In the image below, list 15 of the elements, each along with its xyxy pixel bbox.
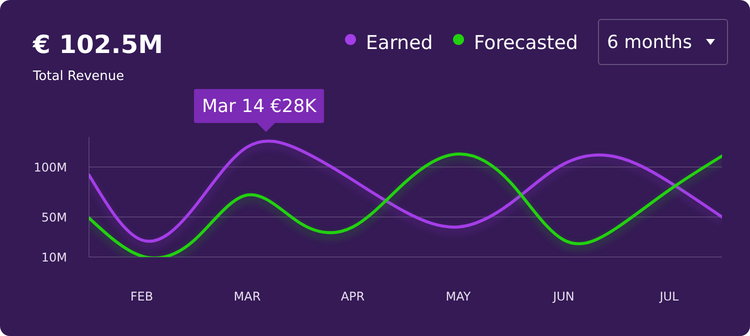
text: 6 months xyxy=(607,32,692,52)
legend-label: Earned xyxy=(366,32,433,54)
x-tick-label: JUN xyxy=(552,290,574,304)
legend-label: Forecasted xyxy=(474,32,578,54)
x-tick-label: MAR xyxy=(234,290,261,304)
x-tick-label: APR xyxy=(340,290,365,304)
text: Mar 14 €28K xyxy=(194,89,324,123)
x-tick-label: MAY xyxy=(446,290,472,304)
x-tick-label: FEB xyxy=(130,290,154,304)
y-tick-label: 100M xyxy=(34,160,67,174)
chart-title: € 102.5M xyxy=(33,30,164,59)
y-tick-label: 50M xyxy=(41,210,67,224)
x-tick-label: JUL xyxy=(658,290,680,304)
chart-subtitle: Total Revenue xyxy=(33,69,124,84)
y-tick-label: 10M xyxy=(41,250,67,264)
